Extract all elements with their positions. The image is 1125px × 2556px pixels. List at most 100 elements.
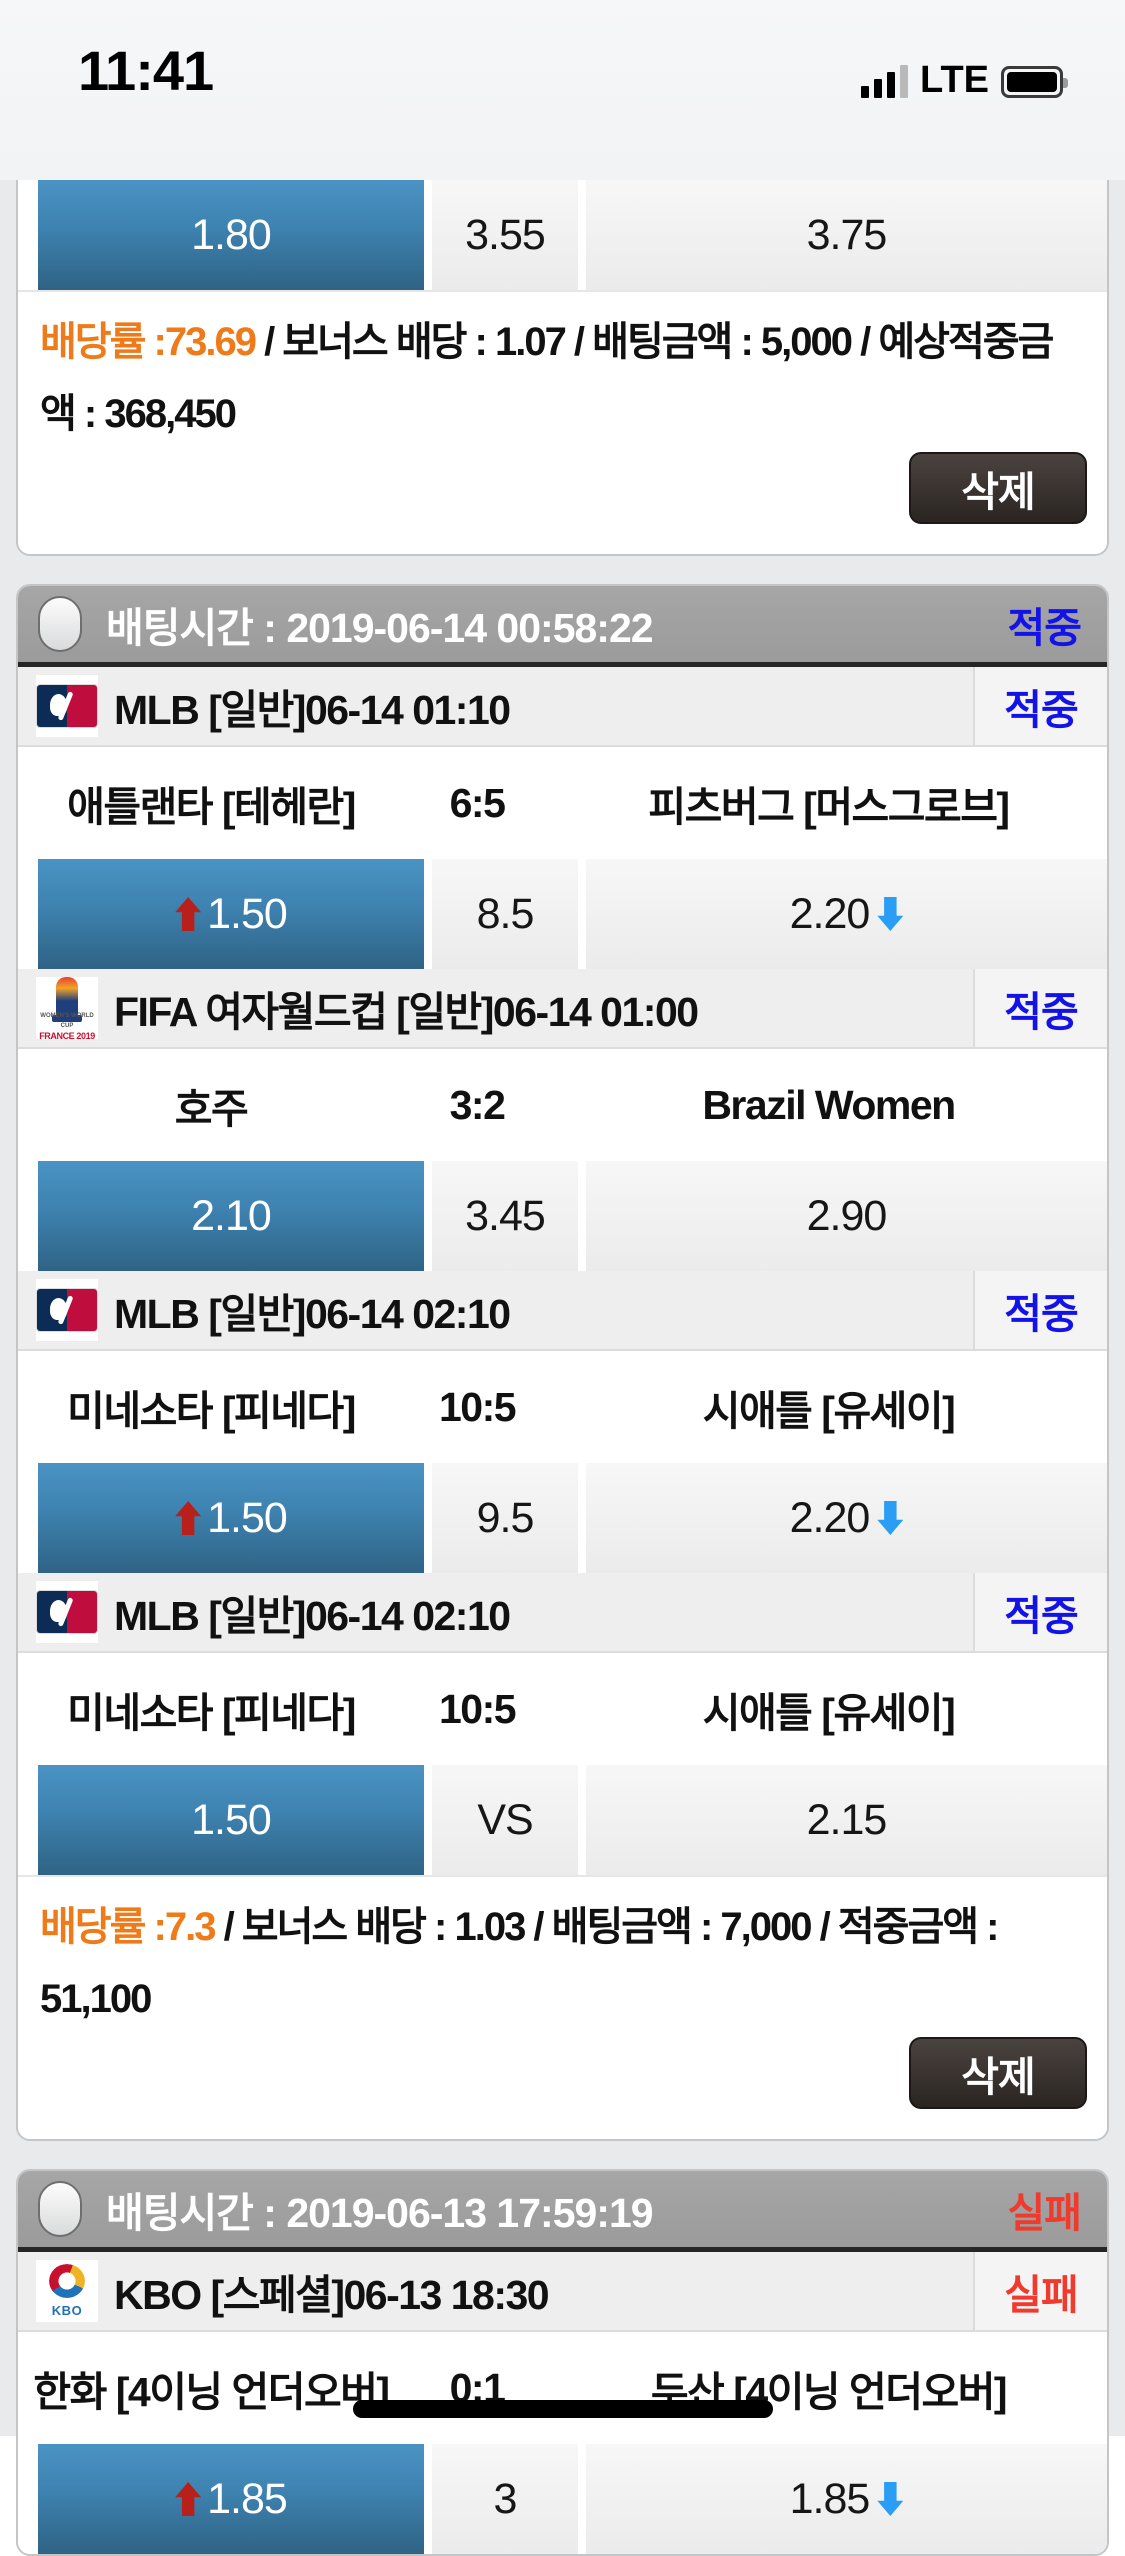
signal-bars-icon — [861, 62, 909, 98]
league-info: MLB [일반]06-14 01:10 — [18, 667, 973, 745]
home-team-label: 미네소타 [피네다] — [67, 1690, 356, 1736]
home-team-label: 미네소타 [피네다] — [67, 1388, 356, 1434]
betting-slip-card: 배팅시간 : 2019-06-14 00:58:22 적중 MLB [일반]06-1… — [16, 584, 1109, 2141]
league-info: KBO KBO [스페셜]06-13 18:30 — [18, 2252, 973, 2330]
odds-button-1[interactable]: 1.50 — [38, 1765, 424, 1875]
summary-details: / 보너스 배당 : 1.07 / 배팅금액 : 5,000 / 예상적중금액 … — [40, 320, 1054, 436]
game-result-badge: 적중 — [973, 667, 1107, 745]
summary-rate-value: 73.69 — [164, 320, 257, 364]
odds-value: 8.5 — [476, 889, 535, 938]
delete-button[interactable]: 삭제 — [909, 452, 1087, 524]
teams-row: 미네소타 [피네다] 10:5 시애틀 [유세이] — [18, 1351, 1107, 1463]
slip-checkbox[interactable] — [38, 2181, 82, 2237]
odds-button-3[interactable]: 2.15 — [586, 1765, 1107, 1875]
teams-row: 호주 3:2 Brazil Women — [18, 1049, 1107, 1161]
odds-down-arrow-icon — [877, 1501, 904, 1535]
odds-row: 1.50 9.5 2.20 — [18, 1463, 1107, 1573]
game-result-badge: 실패 — [973, 2252, 1107, 2330]
odds-row: 1.50 VS 2.15 — [18, 1765, 1107, 1875]
delete-button[interactable]: 삭제 — [909, 2037, 1087, 2109]
slip-container: 1.80 3.55 3.75 배당률 :73.69 / 보너스 배당 : 1.07 /… — [0, 180, 1125, 2556]
teams-row: 미네소타 [피네다] 10:5 시애틀 [유세이] — [18, 1653, 1107, 1765]
league-info: MLB [일반]06-14 02:10 — [18, 1271, 973, 1349]
league-info: WOMEN'S WORLD CUP FRANCE 2019 FIFA 여자월드컵 [… — [18, 969, 973, 1047]
network-type-label: LTE — [920, 59, 989, 101]
slip-footer: 삭제 — [18, 2035, 1107, 2139]
teams-row: 한화 [4이닝 언더오버] 0:1 두산 [4이닝 언더오버] — [18, 2332, 1107, 2444]
status-bar-indicators: LTE — [861, 44, 1068, 101]
odds-value: 3.55 — [465, 210, 546, 259]
odds-button-3[interactable]: 1.85 — [586, 2444, 1107, 2554]
league-row: MLB [일반]06-14 02:10 적중 — [18, 1573, 1107, 1653]
slip-result-badge: 실패 — [1007, 2190, 1082, 2236]
odds-value: VS — [477, 1795, 533, 1844]
odds-up-arrow-icon — [175, 1501, 202, 1535]
status-bar: 11:41 LTE — [0, 0, 1125, 150]
league-label: MLB [일반]06-14 02:10 — [114, 1291, 511, 1337]
betting-slip-card: 1.80 3.55 3.75 배당률 :73.69 / 보너스 배당 : 1.07 /… — [16, 180, 1109, 556]
odds-row: 1.50 8.5 2.20 — [18, 859, 1107, 969]
teams-row: 애틀랜타 [테헤란] 6:5 피츠버그 [머스그로브] — [18, 747, 1107, 859]
odds-value: 9.5 — [476, 1493, 535, 1542]
odds-value: 1.85 — [207, 2474, 288, 2523]
league-info: MLB [일반]06-14 02:10 — [18, 1573, 973, 1651]
odds-button-1[interactable]: 2.10 — [38, 1161, 424, 1271]
summary-details: / 보너스 배당 : 1.03 / 배팅금액 : 7,000 / 적중금액 : … — [40, 1905, 999, 2021]
odds-value: 1.80 — [191, 210, 272, 259]
odds-button-1[interactable]: 1.80 — [38, 180, 424, 290]
slip-summary: 배당률 :7.3 / 보너스 배당 : 1.03 / 배팅금액 : 7,000 … — [18, 1875, 1107, 2035]
odds-button-3[interactable]: 2.90 — [586, 1161, 1107, 1271]
slip-footer: 삭제 — [18, 450, 1107, 554]
away-team-label: 시애틀 [유세이] — [702, 1388, 956, 1434]
fifa-womens-world-cup-logo-icon: WOMEN'S WORLD CUP FRANCE 2019 — [36, 977, 98, 1039]
mlb-logo-icon — [36, 1581, 98, 1643]
odds-button-2[interactable]: VS — [432, 1765, 578, 1875]
score-label: 10:5 — [438, 1685, 517, 1732]
bet-time-label: 배팅시간 : 2019-06-14 00:58:22 — [106, 605, 654, 651]
odds-button-2[interactable]: 3.45 — [432, 1161, 578, 1271]
league-label: KBO [스페셜]06-13 18:30 — [114, 2272, 550, 2318]
slip-header[interactable]: 배팅시간 : 2019-06-13 17:59:19 실패 — [18, 2171, 1107, 2252]
odds-button-1[interactable]: 1.50 — [38, 859, 424, 969]
slip-summary: 배당률 :73.69 / 보너스 배당 : 1.07 / 배팅금액 : 5,00… — [18, 290, 1107, 450]
odds-value: 2.90 — [806, 1191, 888, 1240]
away-team-label: 피츠버그 [머스그로브] — [648, 784, 1010, 830]
odds-button-2[interactable]: 8.5 — [432, 859, 578, 969]
odds-value: 1.50 — [207, 889, 288, 938]
odds-row: 1.85 3 1.85 — [18, 2444, 1107, 2554]
odds-button-2[interactable]: 3 — [432, 2444, 578, 2554]
league-label: MLB [일반]06-14 01:10 — [114, 687, 511, 733]
game-result-badge: 적중 — [973, 1271, 1107, 1349]
odds-value: 2.20 — [789, 889, 871, 938]
odds-value: 2.10 — [191, 1191, 272, 1240]
betting-history-list[interactable]: 1.80 3.55 3.75 배당률 :73.69 / 보너스 배당 : 1.07 /… — [0, 180, 1125, 2556]
odds-down-arrow-icon — [877, 2482, 904, 2516]
mlb-logo-icon — [36, 675, 98, 737]
slip-header[interactable]: 배팅시간 : 2019-06-14 00:58:22 적중 — [18, 586, 1107, 667]
bet-time-label: 배팅시간 : 2019-06-13 17:59:19 — [106, 2190, 654, 2236]
odds-button-2[interactable]: 9.5 — [432, 1463, 578, 1573]
odds-value: 1.50 — [207, 1493, 288, 1542]
odds-value: 2.20 — [789, 1493, 871, 1542]
league-row: MLB [일반]06-14 01:10 적중 — [18, 667, 1107, 747]
odds-value: 1.50 — [191, 1795, 272, 1844]
odds-button-3[interactable]: 3.75 — [586, 180, 1107, 290]
score-label: 6:5 — [449, 779, 506, 826]
odds-button-3[interactable]: 2.20 — [586, 1463, 1107, 1573]
odds-value: 3.45 — [465, 1191, 546, 1240]
odds-down-arrow-icon — [877, 897, 904, 931]
home-team-label: 한화 [4이닝 언더오버] — [33, 2369, 390, 2415]
odds-row: 1.80 3.55 3.75 — [18, 180, 1107, 290]
away-team-label: 시애틀 [유세이] — [702, 1690, 956, 1736]
game-result-badge: 적중 — [973, 1573, 1107, 1651]
odds-button-1[interactable]: 1.50 — [38, 1463, 424, 1573]
slip-checkbox[interactable] — [38, 596, 82, 652]
odds-button-2[interactable]: 3.55 — [432, 180, 578, 290]
odds-value: 2.15 — [806, 1795, 888, 1844]
kbo-logo-icon: KBO — [36, 2260, 98, 2322]
league-row: MLB [일반]06-14 02:10 적중 — [18, 1271, 1107, 1351]
odds-button-1[interactable]: 1.85 — [38, 2444, 424, 2554]
mlb-logo-icon — [36, 1279, 98, 1341]
odds-button-3[interactable]: 2.20 — [586, 859, 1107, 969]
summary-rate-value: 7.3 — [164, 1905, 217, 1949]
